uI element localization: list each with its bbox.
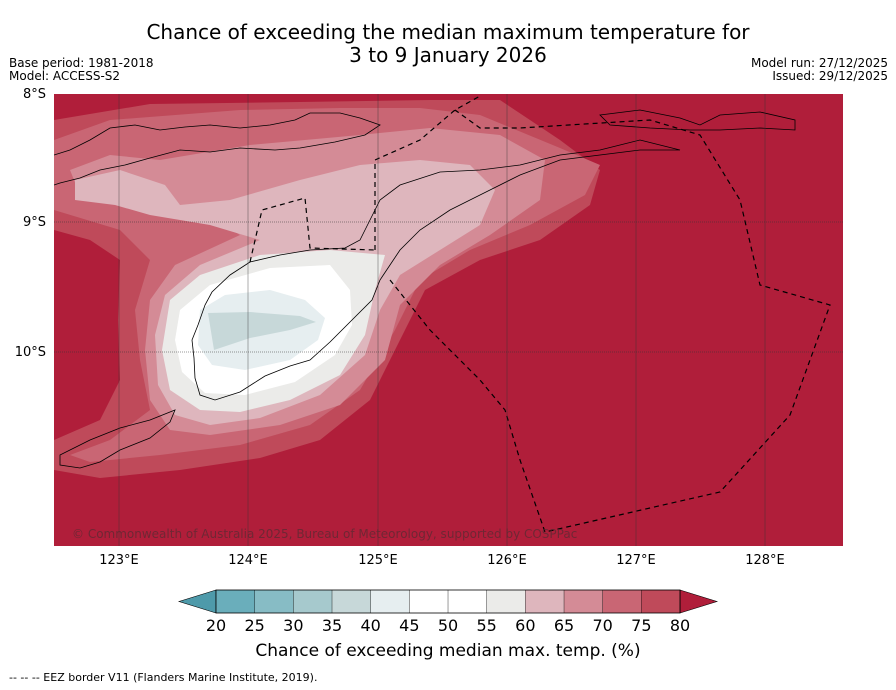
colorbar-segment bbox=[564, 590, 603, 613]
lon-label-128e: 128°E bbox=[745, 553, 785, 568]
colorbar-tick-label: 60 bbox=[515, 616, 536, 635]
eez-border bbox=[249, 95, 831, 533]
colorbar-segment bbox=[254, 590, 294, 613]
base-period: Base period: 1981-2018 bbox=[9, 56, 154, 70]
meta-left: Base period: 1981-2018 Model: ACCESS-S2 bbox=[9, 57, 154, 83]
colorbar-segment bbox=[370, 590, 410, 613]
flores-coastline bbox=[54, 112, 381, 186]
colorbar-tick-label: 65 bbox=[553, 616, 575, 635]
lon-label-126e: 126°E bbox=[487, 553, 527, 568]
colorbar-tick-label: 30 bbox=[283, 616, 304, 635]
colorbar-tick-label: 20 bbox=[205, 616, 227, 635]
colorbar bbox=[177, 589, 719, 614]
lon-label-123e: 123°E bbox=[99, 553, 139, 568]
lon-label-127e: 127°E bbox=[616, 553, 656, 568]
colorbar-segment bbox=[486, 590, 526, 613]
colorbar-segment bbox=[409, 590, 449, 613]
colorbar-tick-label: 80 bbox=[669, 616, 691, 635]
map-title-line1: Chance of exceeding the median maximum t… bbox=[146, 20, 750, 44]
colorbar-tick-label: 70 bbox=[592, 616, 613, 635]
colorbar-extend-low bbox=[177, 589, 217, 614]
map-title-line2: 3 to 9 January 2026 bbox=[349, 43, 547, 67]
colorbar-tick-label: 75 bbox=[631, 616, 652, 635]
copyright-notice: © Commonwealth of Australia 2025, Bureau… bbox=[72, 527, 578, 541]
lat-label-8s: 8°S bbox=[22, 87, 46, 102]
colorbar-tick-label: 35 bbox=[321, 616, 343, 635]
lon-label-125e: 125°E bbox=[358, 553, 398, 568]
model-name: Model: ACCESS-S2 bbox=[9, 69, 121, 83]
meta-right: Model run: 27/12/2025 Issued: 29/12/2025 bbox=[751, 57, 888, 83]
colorbar-tick-label: 55 bbox=[476, 616, 497, 635]
colorbar-segment bbox=[448, 590, 487, 613]
colorbar-segment bbox=[641, 590, 681, 613]
colorbar-tick-label: 50 bbox=[437, 616, 459, 635]
colorbar-segment bbox=[525, 590, 565, 613]
contour-40 bbox=[208, 312, 316, 350]
colorbar-extend-high bbox=[679, 589, 719, 614]
lat-label-10s: 10°S bbox=[14, 345, 46, 360]
colorbar-segment bbox=[602, 590, 642, 613]
map-panel bbox=[54, 94, 843, 546]
issued-date: Issued: 29/12/2025 bbox=[772, 69, 888, 83]
colorbar-tick-label: 25 bbox=[244, 616, 265, 635]
rote-coastline bbox=[59, 409, 176, 469]
lon-label-124e: 124°E bbox=[228, 553, 268, 568]
timor-coastline bbox=[191, 139, 681, 401]
wetar-coastline bbox=[599, 109, 796, 131]
colorbar-segment bbox=[216, 590, 255, 613]
colorbar-segment bbox=[293, 590, 333, 613]
eez-footnote: -- -- -- EEZ border V11 (Flanders Marine… bbox=[9, 671, 318, 684]
colorbar-label: Chance of exceeding median max. temp. (%… bbox=[255, 641, 641, 661]
lat-label-9s: 9°S bbox=[22, 215, 46, 230]
colorbar-tick-label: 40 bbox=[360, 616, 381, 635]
colorbar-tick-label: 45 bbox=[399, 616, 420, 635]
colorbar-segment bbox=[332, 590, 371, 613]
model-run: Model run: 27/12/2025 bbox=[750, 56, 888, 70]
